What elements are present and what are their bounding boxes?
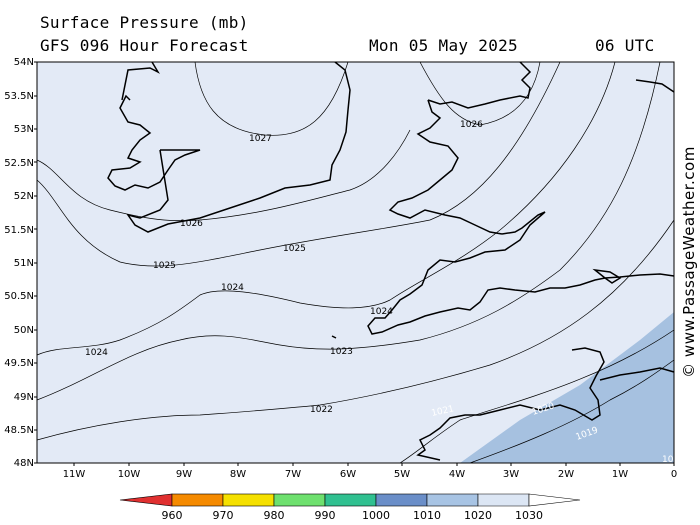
lat-label: 52.5N bbox=[4, 158, 34, 169]
lat-label: 53.5N bbox=[4, 91, 34, 102]
lat-label: 50.5N bbox=[4, 291, 34, 302]
lon-ticks bbox=[73, 463, 675, 466]
isobar-1019 bbox=[469, 359, 675, 464]
isobar-1021 bbox=[399, 329, 675, 464]
longitude-axis: 11W 10W 9W 8W 7W 6W 5W 4W 3W 2W 1W 0 bbox=[63, 469, 678, 480]
lat-label: 48N bbox=[14, 458, 34, 469]
lon-label: 0 bbox=[671, 469, 677, 480]
colorbar-label: 1020 bbox=[464, 509, 492, 522]
colorbar-label: 1030 bbox=[515, 509, 543, 522]
isobar-label: 1025 bbox=[283, 244, 306, 254]
lon-label: 2W bbox=[558, 469, 574, 480]
isobar-label: 1025 bbox=[153, 261, 176, 271]
isobar-label: 1026 bbox=[460, 120, 483, 130]
forecast-label: GFS 096 Hour Forecast bbox=[40, 36, 249, 55]
lon-label: 5W bbox=[394, 469, 410, 480]
lon-label: 11W bbox=[63, 469, 86, 480]
colorbar-segment bbox=[477, 493, 530, 507]
lat-label: 51N bbox=[14, 258, 34, 269]
lon-label: 9W bbox=[176, 469, 192, 480]
lon-label: 7W bbox=[285, 469, 301, 480]
lat-label: 51.5N bbox=[4, 225, 34, 236]
isobar-1025 bbox=[36, 61, 561, 267]
colorbar-label: 1000 bbox=[362, 509, 390, 522]
colorbar-end bbox=[528, 493, 581, 507]
colorbar-label: 1010 bbox=[413, 509, 441, 522]
coast-isle-of-wight bbox=[592, 268, 622, 284]
lon-label: 8W bbox=[230, 469, 246, 480]
isobar-label: 1024 bbox=[370, 307, 393, 317]
colorbar-segment bbox=[119, 493, 173, 507]
coast-wales bbox=[388, 61, 532, 235]
colorbar-label: 960 bbox=[162, 509, 183, 522]
forecast-date: Mon 05 May 2025 bbox=[369, 36, 518, 55]
isobar-label: 1023 bbox=[330, 347, 353, 357]
lat-label: 53N bbox=[14, 124, 34, 135]
lat-label: 54N bbox=[14, 57, 34, 68]
low-pressure-field bbox=[460, 312, 674, 463]
coast-england-south bbox=[367, 211, 675, 335]
lon-label: 4W bbox=[449, 469, 465, 480]
colorbar-segment bbox=[426, 493, 479, 507]
coast-france-north bbox=[599, 367, 675, 381]
lat-label: 49.5N bbox=[4, 358, 34, 369]
lon-label: 10W bbox=[118, 469, 141, 480]
colorbar-segment bbox=[375, 493, 428, 507]
forecast-time: 06 UTC bbox=[595, 36, 655, 55]
map-title: Surface Pressure (mb) bbox=[40, 13, 249, 32]
coast-france-top bbox=[635, 79, 675, 93]
colorbar-label: 990 bbox=[315, 509, 336, 522]
isobar-label: 1024 bbox=[221, 283, 244, 293]
colorbar-label: 980 bbox=[264, 509, 285, 522]
coast-isles-scilly bbox=[331, 335, 337, 339]
colorbar-segment bbox=[171, 493, 224, 507]
isobar-label: 1027 bbox=[249, 134, 272, 144]
coast-ireland bbox=[107, 61, 351, 233]
isobar-1024 bbox=[36, 61, 616, 356]
latitude-axis: 54N 53.5N 53N 52.5N 52N 51.5N 51N 50.5N … bbox=[4, 57, 34, 469]
isobar-label: 1024 bbox=[85, 348, 108, 358]
isobar-1022 bbox=[36, 219, 675, 441]
isobar-1026-north bbox=[419, 61, 541, 126]
colorbar-segment bbox=[324, 493, 377, 507]
isobar-label: 1022 bbox=[310, 405, 333, 415]
lat-label: 49N bbox=[14, 392, 34, 403]
lat-label: 52N bbox=[14, 191, 34, 202]
lon-label: 1W bbox=[612, 469, 628, 480]
lon-label: 6W bbox=[340, 469, 356, 480]
isobar-1023 bbox=[36, 61, 661, 401]
colorbar-label: 970 bbox=[213, 509, 234, 522]
credit-text: © www.PassageWeather.com bbox=[680, 146, 698, 378]
lon-label: 3W bbox=[503, 469, 519, 480]
lat-label: 50N bbox=[14, 325, 34, 336]
isobar-1027 bbox=[194, 61, 349, 136]
isobar-1026 bbox=[36, 129, 411, 222]
colorbar-segment bbox=[222, 493, 275, 507]
isobar-lines bbox=[36, 61, 675, 464]
pressure-colorbar: 960 970 980 990 1000 1010 1020 1030 bbox=[119, 493, 581, 522]
lat-label: 48.5N bbox=[4, 425, 34, 436]
isobar-label: 1021 bbox=[431, 404, 455, 419]
colorbar-segment bbox=[273, 493, 326, 507]
lat-ticks bbox=[34, 61, 37, 464]
isobar-label: 1026 bbox=[180, 219, 203, 229]
